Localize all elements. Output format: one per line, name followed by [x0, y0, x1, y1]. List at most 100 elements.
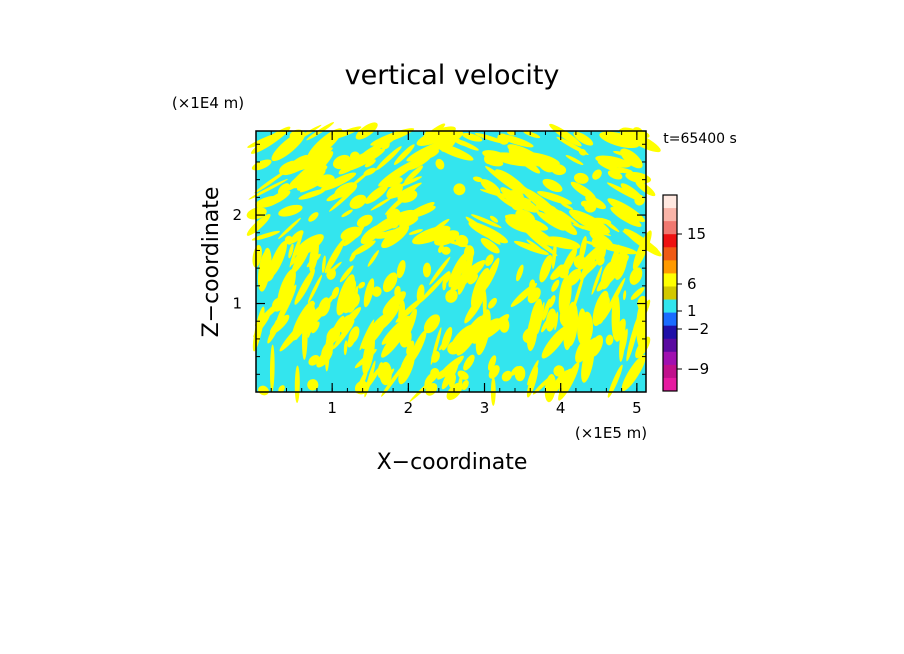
- positive-region: [434, 130, 464, 147]
- positive-region: [324, 292, 336, 308]
- positive-region: [381, 315, 410, 345]
- positive-region: [536, 211, 565, 231]
- positive-region: [611, 292, 621, 341]
- positive-region: [488, 297, 497, 309]
- positive-region: [394, 285, 401, 298]
- colorbar-swatch: [663, 338, 677, 353]
- positive-region: [356, 214, 373, 228]
- x-tick-label: 4: [556, 399, 566, 417]
- positive-region: [385, 184, 419, 215]
- positive-region: [269, 344, 275, 393]
- positive-region: [340, 226, 363, 241]
- positive-region: [614, 249, 628, 280]
- positive-region: [441, 326, 453, 351]
- colorbar-swatch: [663, 312, 677, 327]
- colorbar: 15 6 1−2 −9: [662, 194, 709, 392]
- positive-region: [537, 301, 545, 335]
- positive-region: [542, 178, 563, 193]
- x-tick-label: 1: [327, 399, 337, 417]
- positive-region: [291, 300, 315, 341]
- positive-region: [381, 321, 410, 358]
- positive-region: [596, 255, 605, 266]
- positive-region: [527, 231, 547, 246]
- positive-region: [489, 215, 499, 223]
- positive-region: [320, 172, 357, 191]
- positive-region: [483, 257, 500, 291]
- positive-region: [332, 320, 355, 350]
- positive-region: [412, 225, 451, 245]
- positive-region: [450, 324, 475, 352]
- positive-region: [577, 308, 587, 344]
- positive-region: [620, 148, 643, 169]
- positive-region: [251, 159, 272, 171]
- positive-region: [324, 335, 330, 372]
- positive-region: [347, 334, 356, 348]
- positive-region: [550, 264, 568, 280]
- positive-region: [610, 261, 622, 271]
- time-label: t=65400 s: [663, 131, 737, 147]
- positive-region: [387, 368, 395, 378]
- positive-region: [581, 343, 595, 383]
- positive-region: [339, 265, 354, 283]
- positive-region: [284, 235, 294, 245]
- colorbar-swatch: [663, 325, 677, 340]
- positive-region: [573, 131, 594, 146]
- positive-region: [549, 123, 582, 147]
- positive-region: [482, 150, 508, 161]
- colorbar-swatch: [663, 195, 677, 209]
- positive-region: [582, 240, 605, 248]
- positive-region: [496, 194, 515, 208]
- positive-region: [461, 380, 469, 390]
- positive-region: [382, 272, 398, 293]
- positive-region: [408, 229, 423, 235]
- positive-region: [248, 178, 288, 200]
- positive-region: [258, 385, 269, 396]
- positive-region: [510, 283, 538, 307]
- chart-title: vertical velocity: [345, 60, 560, 91]
- colorbar-swatch: [663, 273, 677, 287]
- positive-region: [409, 330, 427, 363]
- positive-region: [311, 321, 320, 334]
- positive-region: [573, 172, 589, 184]
- positive-region: [345, 148, 386, 172]
- positive-region: [341, 209, 353, 218]
- colorbar-label: 6: [687, 275, 697, 293]
- colorbar-swatch: [663, 286, 677, 301]
- colorbar-label: −9: [687, 360, 709, 378]
- positive-region: [605, 334, 614, 346]
- positive-region: [526, 366, 539, 398]
- positive-region: [251, 126, 291, 154]
- positive-region: [467, 273, 479, 285]
- positive-region: [308, 320, 318, 334]
- positive-region: [382, 177, 403, 188]
- positive-region: [278, 385, 285, 393]
- colorbar-frame: [662, 194, 678, 392]
- positive-region: [354, 380, 369, 395]
- y-axis-title: Z−coordinate: [199, 187, 224, 338]
- positive-region: [619, 128, 661, 153]
- positive-region: [527, 360, 539, 386]
- positive-region: [464, 294, 484, 324]
- positive-region: [487, 355, 497, 371]
- positive-region: [505, 217, 534, 233]
- y-unit-label: (×1E4 m): [172, 94, 244, 112]
- positive-region: [326, 327, 341, 344]
- positive-region: [526, 239, 542, 251]
- positive-region: [625, 171, 652, 184]
- positive-region: [591, 265, 603, 295]
- positive-region: [393, 144, 415, 165]
- positive-region: [278, 204, 303, 217]
- positive-region: [409, 369, 444, 402]
- positive-region: [468, 221, 508, 244]
- positive-region: [298, 189, 326, 200]
- positive-region: [299, 179, 325, 193]
- positive-region: [404, 165, 424, 184]
- positive-region: [548, 295, 556, 308]
- positive-region: [597, 160, 623, 174]
- positive-region: [514, 365, 526, 382]
- positive-region: [474, 132, 506, 144]
- positive-region: [485, 254, 494, 266]
- positive-region: [496, 172, 537, 198]
- positive-region: [620, 183, 644, 203]
- positive-region: [296, 175, 318, 191]
